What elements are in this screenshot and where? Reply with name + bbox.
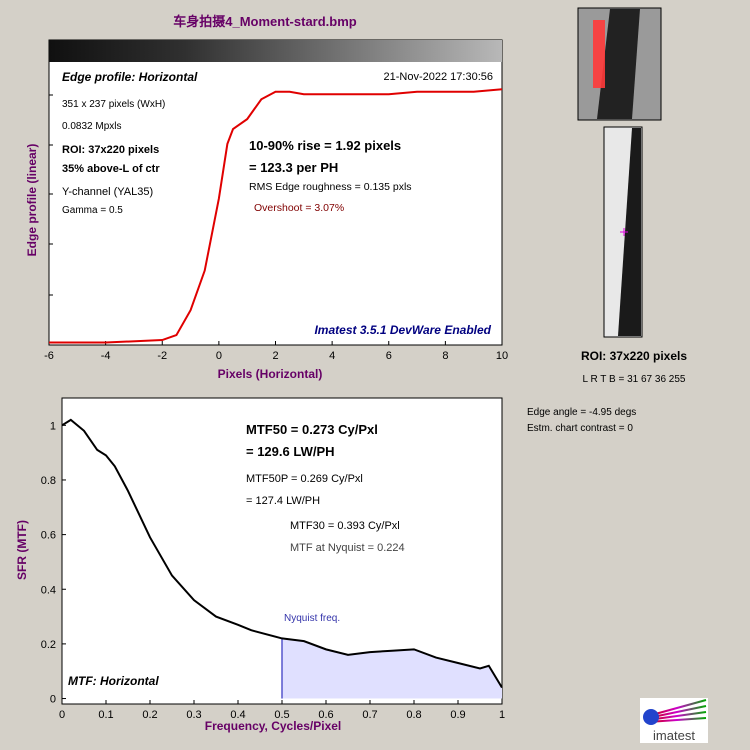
data-line (61, 418, 503, 689)
edge-chart-title: Edge profile: Horizontal (62, 70, 198, 84)
edge-y-ticks (49, 94, 53, 296)
x-tick-label: 8 (442, 350, 448, 362)
data-line (49, 88, 503, 344)
annotation: Y-channel (YAL35) (62, 186, 153, 198)
roi-thumbnail (577, 7, 662, 121)
annotation: Gamma = 0.5 (62, 205, 123, 216)
y-tick-label: 1 (50, 420, 56, 432)
x-tick-label: 10 (496, 350, 508, 362)
x-tick-label: 0 (59, 709, 65, 721)
edge-angle: Edge angle = -4.95 degs (527, 407, 636, 418)
timestamp: 21-Nov-2022 17:30:56 (384, 71, 493, 83)
nyquist-label: Nyquist freq. (284, 613, 340, 624)
annotation: MTF50P = 0.269 Cy/Pxl (246, 473, 363, 485)
nyquist-fill (282, 638, 502, 699)
y-tick-label: 0.6 (41, 530, 56, 542)
annotation: MTF at Nyquist = 0.224 (290, 542, 405, 554)
logo-text: imatest (653, 728, 695, 743)
annotation: ROI: 37x220 pixels (62, 144, 159, 156)
y-axis-label: SFR (MTF) (15, 520, 29, 580)
x-tick-label: 0.3 (186, 709, 201, 721)
x-tick-label: 1 (499, 709, 505, 721)
annotation: 10-90% rise = 1.92 pixels (249, 138, 401, 153)
x-tick-label: 0.8 (406, 709, 421, 721)
annotation: 351 x 237 pixels (WxH) (62, 99, 165, 110)
y-tick-label: 0.8 (41, 475, 56, 487)
y-tick-label: 0 (50, 694, 56, 706)
roi-size: ROI: 37x220 pixels (581, 349, 687, 363)
annotation: MTF30 = 0.393 Cy/Pxl (290, 520, 400, 532)
x-tick-label: -6 (44, 350, 54, 362)
y-tick-label: 0.2 (41, 639, 56, 651)
x-axis-label: Frequency, Cycles/Pixel (205, 719, 342, 733)
mtf-chart: 0 0.1 0.2 0.3 0.4 0.5 0.6 0.7 0.8 0.9 1 0 0.2 0.4 0.6 0… (41, 418, 505, 721)
x-tick-label: 0.6 (318, 709, 333, 721)
y-tick-label: 0.4 (41, 584, 56, 596)
annotation: RMS Edge roughness = 0.135 pxls (249, 181, 412, 193)
chart-contrast: Estm. chart contrast = 0 (527, 423, 633, 434)
roi-lrtb: L R T B = 31 67 36 255 (583, 374, 686, 385)
annotation: = 123.3 per PH (249, 160, 338, 175)
annotation: 0.0832 Mpxls (62, 121, 121, 132)
x-tick-label: 0.1 (98, 709, 113, 721)
gradient-bar (49, 40, 502, 62)
x-tick-label: 0 (216, 350, 222, 362)
annotation: = 129.6 LW/PH (246, 444, 335, 459)
annotation: = 127.4 LW/PH (246, 495, 320, 507)
annotation: MTF50 = 0.273 Cy/Pxl (246, 422, 378, 437)
x-tick-label: 4 (329, 350, 335, 362)
logo: imatest (640, 698, 708, 743)
mtf-chart-title: MTF: Horizontal (68, 674, 159, 688)
x-tick-label: 0.4 (230, 709, 245, 721)
x-tick-label: 0.7 (362, 709, 377, 721)
roi-crop (603, 126, 643, 338)
x-tick-label: 0.5 (274, 709, 289, 721)
x-tick-label: 0.9 (450, 709, 465, 721)
page-title: 车身拍摄4_Moment-stard.bmp (173, 14, 357, 29)
x-tick-label: 6 (386, 350, 392, 362)
annotation: Overshoot = 3.07% (254, 202, 344, 214)
x-tick-label: 2 (272, 350, 278, 362)
y-axis-label: Edge profile (linear) (25, 144, 39, 257)
x-tick-label: -4 (101, 350, 111, 362)
x-tick-label: 0.2 (142, 709, 157, 721)
annotation: Imatest 3.5.1 DevWare Enabled (314, 323, 491, 337)
x-axis-label: Pixels (Horizontal) (218, 367, 323, 381)
annotation: 35% above-L of ctr (62, 163, 160, 175)
x-tick-label: -2 (157, 350, 167, 362)
edge-chart: -6 -4 -2 0 2 4 6 8 10 (44, 88, 508, 362)
